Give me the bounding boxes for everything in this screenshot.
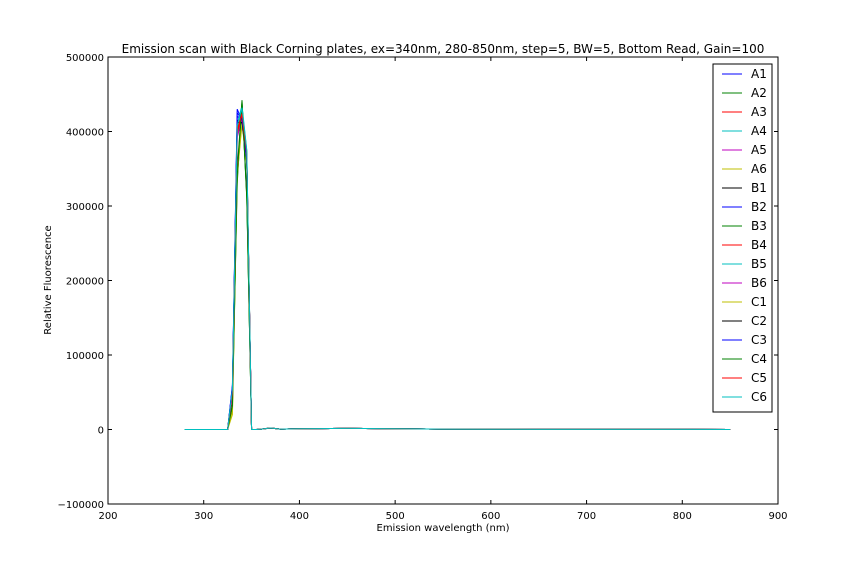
series-line-a1 [184,108,731,430]
legend-label-a2: A2 [751,86,767,100]
x-tick-label: 900 [768,511,787,522]
legend-label-b2: B2 [751,200,767,214]
series-line-c1 [184,122,731,430]
series-line-a3 [184,112,731,430]
legend-label-b1: B1 [751,181,767,195]
y-tick-label: 300000 [66,202,104,213]
legend-label-a6: A6 [751,162,767,176]
legend-box [712,63,773,413]
x-axis-ticks: 200 300 400 500 600 700 800 900 [98,57,788,522]
series-line-a6 [184,123,731,430]
legend-label-c4: C4 [751,352,767,366]
y-tick-label: 100000 [66,351,104,362]
legend-label-c3: C3 [751,333,767,347]
series-line-c4 [184,100,731,430]
series-line-b4 [184,114,731,430]
x-tick-label: 200 [98,511,117,522]
legend-label-c1: C1 [751,295,767,309]
x-tick-label: 600 [481,511,500,522]
series-line-a2 [184,101,731,430]
y-tick-label: 200000 [66,277,104,288]
legend-label-a5: A5 [751,143,767,157]
y-tick-label: 0 [98,426,104,437]
series-line-b1 [184,119,731,430]
legend-label-c5: C5 [751,371,767,385]
series-line-c2 [184,122,731,430]
series-line-b6 [184,118,731,430]
y-tick-label: −100000 [57,500,104,511]
legend-label-b4: B4 [751,238,767,252]
series-layer [184,100,731,430]
legend-label-b6: B6 [751,276,767,290]
series-line-b3 [184,103,731,430]
legend: A1 A2 A3 A4 A5 A6 B1 B2 B3 B4 B5 B6 C1 C2 C3 C4 C5 C6 [712,63,773,413]
x-tick-label: 300 [194,511,213,522]
legend-label-c6: C6 [751,390,767,404]
y-axis-label: Relative Fluorescence [43,225,54,334]
y-axis-ticks: −100000 0 100000 200000 300000 400000 500000 [57,53,778,511]
x-tick-label: 400 [290,511,309,522]
y-tick-label: 400000 [66,128,104,139]
chart-title: Emission scan with Black Corning plates,… [122,42,765,56]
y-tick-label: 500000 [66,53,104,64]
x-tick-label: 700 [577,511,596,522]
legend-label-b5: B5 [751,257,767,271]
x-tick-label: 800 [673,511,692,522]
legend-label-c2: C2 [751,314,767,328]
legend-label-a3: A3 [751,105,767,119]
series-line-a5 [184,116,731,430]
x-tick-label: 500 [386,511,405,522]
legend-label-a1: A1 [751,67,767,81]
series-line-c6 [184,107,731,430]
x-axis-label: Emission wavelength (nm) [377,523,510,534]
axes-frame [107,56,779,505]
series-line-c3 [184,111,731,430]
legend-label-a4: A4 [751,124,767,138]
series-line-c5 [184,113,731,430]
legend-label-b3: B3 [751,219,767,233]
series-line-b2 [184,115,731,430]
series-line-b5 [184,109,731,430]
series-line-a4 [184,105,731,430]
